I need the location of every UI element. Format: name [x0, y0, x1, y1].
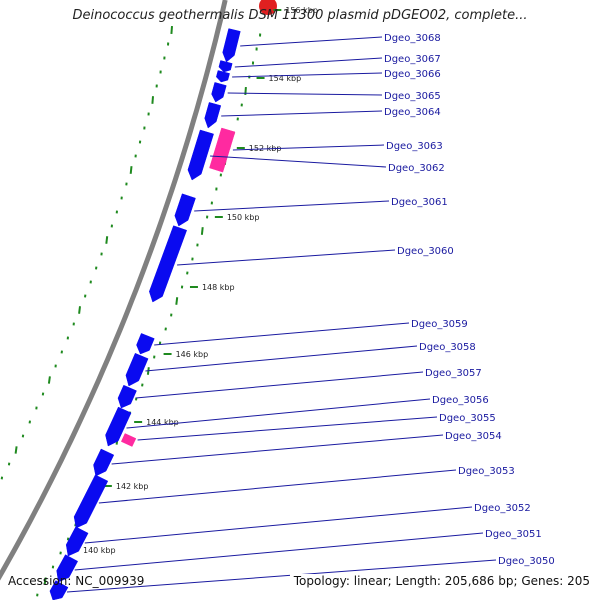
feature-leader-line [74, 532, 484, 571]
feature-leader-line [98, 469, 457, 504]
feature-arrow [49, 580, 69, 600]
feature-label[interactable]: Dgeo_3054 [445, 431, 502, 442]
origin-marker [259, 0, 277, 15]
feature-label[interactable]: Dgeo_3065 [384, 91, 441, 102]
feature-arrow [125, 352, 149, 387]
feature-leader-line [154, 322, 410, 346]
feature-arrow [211, 82, 227, 103]
feature-arrow [174, 193, 196, 227]
feature-leader-line [227, 92, 383, 96]
kbp-tick-label: 154 kbp [269, 74, 302, 83]
gc-mark [170, 26, 173, 34]
gc-mark [151, 96, 154, 104]
feature-arrow [56, 554, 79, 583]
gc-mark [47, 376, 51, 384]
feature-leader-line [126, 398, 431, 429]
feature-label[interactable]: Dgeo_3051 [485, 529, 542, 540]
plasmid-backbone [0, 0, 228, 581]
feature-label[interactable]: Dgeo_3052 [474, 503, 531, 514]
feature-arrow [136, 333, 155, 355]
feature-leader-line [137, 416, 438, 441]
feature-leader-line [111, 434, 444, 465]
kbp-tick-label: 150 kbp [227, 213, 260, 222]
feature-label[interactable]: Dgeo_3063 [386, 141, 443, 152]
gc-mark [14, 446, 18, 454]
feature-label[interactable]: Dgeo_3058 [419, 342, 476, 353]
feature-label[interactable]: Dgeo_3055 [439, 413, 496, 424]
feature-arrow [218, 60, 233, 73]
kbp-tick-label: 148 kbp [202, 283, 235, 292]
feature-leader-line [221, 110, 383, 117]
feature-leader-line [232, 72, 383, 78]
feature-arrow [73, 474, 109, 529]
feature-leader-line [145, 345, 418, 372]
feature-label[interactable]: Dgeo_3059 [411, 319, 468, 330]
kbp-tick-label: 144 kbp [146, 418, 179, 427]
feature-label[interactable]: Dgeo_3064 [384, 107, 441, 118]
map-title: Deinococcus geothermalis DSM 11300 plasm… [72, 8, 528, 23]
feature-leader-line [135, 371, 424, 399]
gc-mark [78, 306, 81, 314]
gc-mark [129, 166, 133, 174]
feature-leader-line [84, 506, 473, 544]
feature-arrow [149, 225, 188, 303]
feature-arrow [209, 127, 236, 173]
gc-mark [175, 297, 179, 305]
gc-mark [43, 577, 47, 585]
feature-label[interactable]: Dgeo_3057 [425, 368, 482, 379]
feature-arrow [65, 526, 89, 557]
feature-arrow [117, 384, 137, 409]
feature-label[interactable]: Dgeo_3056 [432, 395, 489, 406]
feature-leader-line [210, 155, 387, 168]
kbp-tick-label: 140 kbp [83, 546, 116, 555]
feature-label[interactable]: Dgeo_3060 [397, 246, 454, 257]
feature-leader-line [66, 559, 497, 593]
feature-leader-line [177, 249, 396, 266]
feature-arrow [204, 102, 222, 129]
feature-arrow [187, 129, 214, 181]
kbp-tick-label: 146 kbp [176, 350, 209, 359]
feature-leader-line [194, 200, 390, 212]
feature-label[interactable]: Dgeo_3066 [384, 69, 441, 80]
feature-label[interactable]: Dgeo_3053 [458, 466, 515, 477]
feature-label[interactable]: Dgeo_3068 [384, 33, 441, 44]
feature-label[interactable]: Dgeo_3067 [384, 54, 441, 65]
label-track: Dgeo_3068 Dgeo_3067 Dgeo_3066 Dgeo_3065 Dgeo… [66, 33, 555, 593]
feature-arrow [222, 28, 241, 63]
feature-leader-line [232, 144, 385, 151]
topology-summary: Topology: linear; Length: 205,686 bp; Ge… [289, 574, 590, 588]
feature-arrow [105, 406, 132, 447]
feature-arrow [216, 70, 230, 83]
gc-mark [200, 227, 204, 235]
feature-label[interactable]: Dgeo_3062 [388, 163, 445, 174]
feature-leader-line [234, 57, 383, 68]
kbp-tick-label: 142 kbp [116, 482, 149, 491]
gc-mark [105, 236, 109, 244]
feature-leader-line [240, 36, 383, 47]
feature-arrow [93, 448, 115, 477]
accession-label: Accession: NC_009939 [8, 574, 145, 588]
feature-label[interactable]: Dgeo_3050 [498, 556, 555, 567]
feature-label[interactable]: Dgeo_3061 [391, 197, 448, 208]
kbp-tick-label: 156 kbp [285, 6, 318, 15]
feature-arrow [120, 433, 137, 447]
feature-track [49, 28, 241, 600]
